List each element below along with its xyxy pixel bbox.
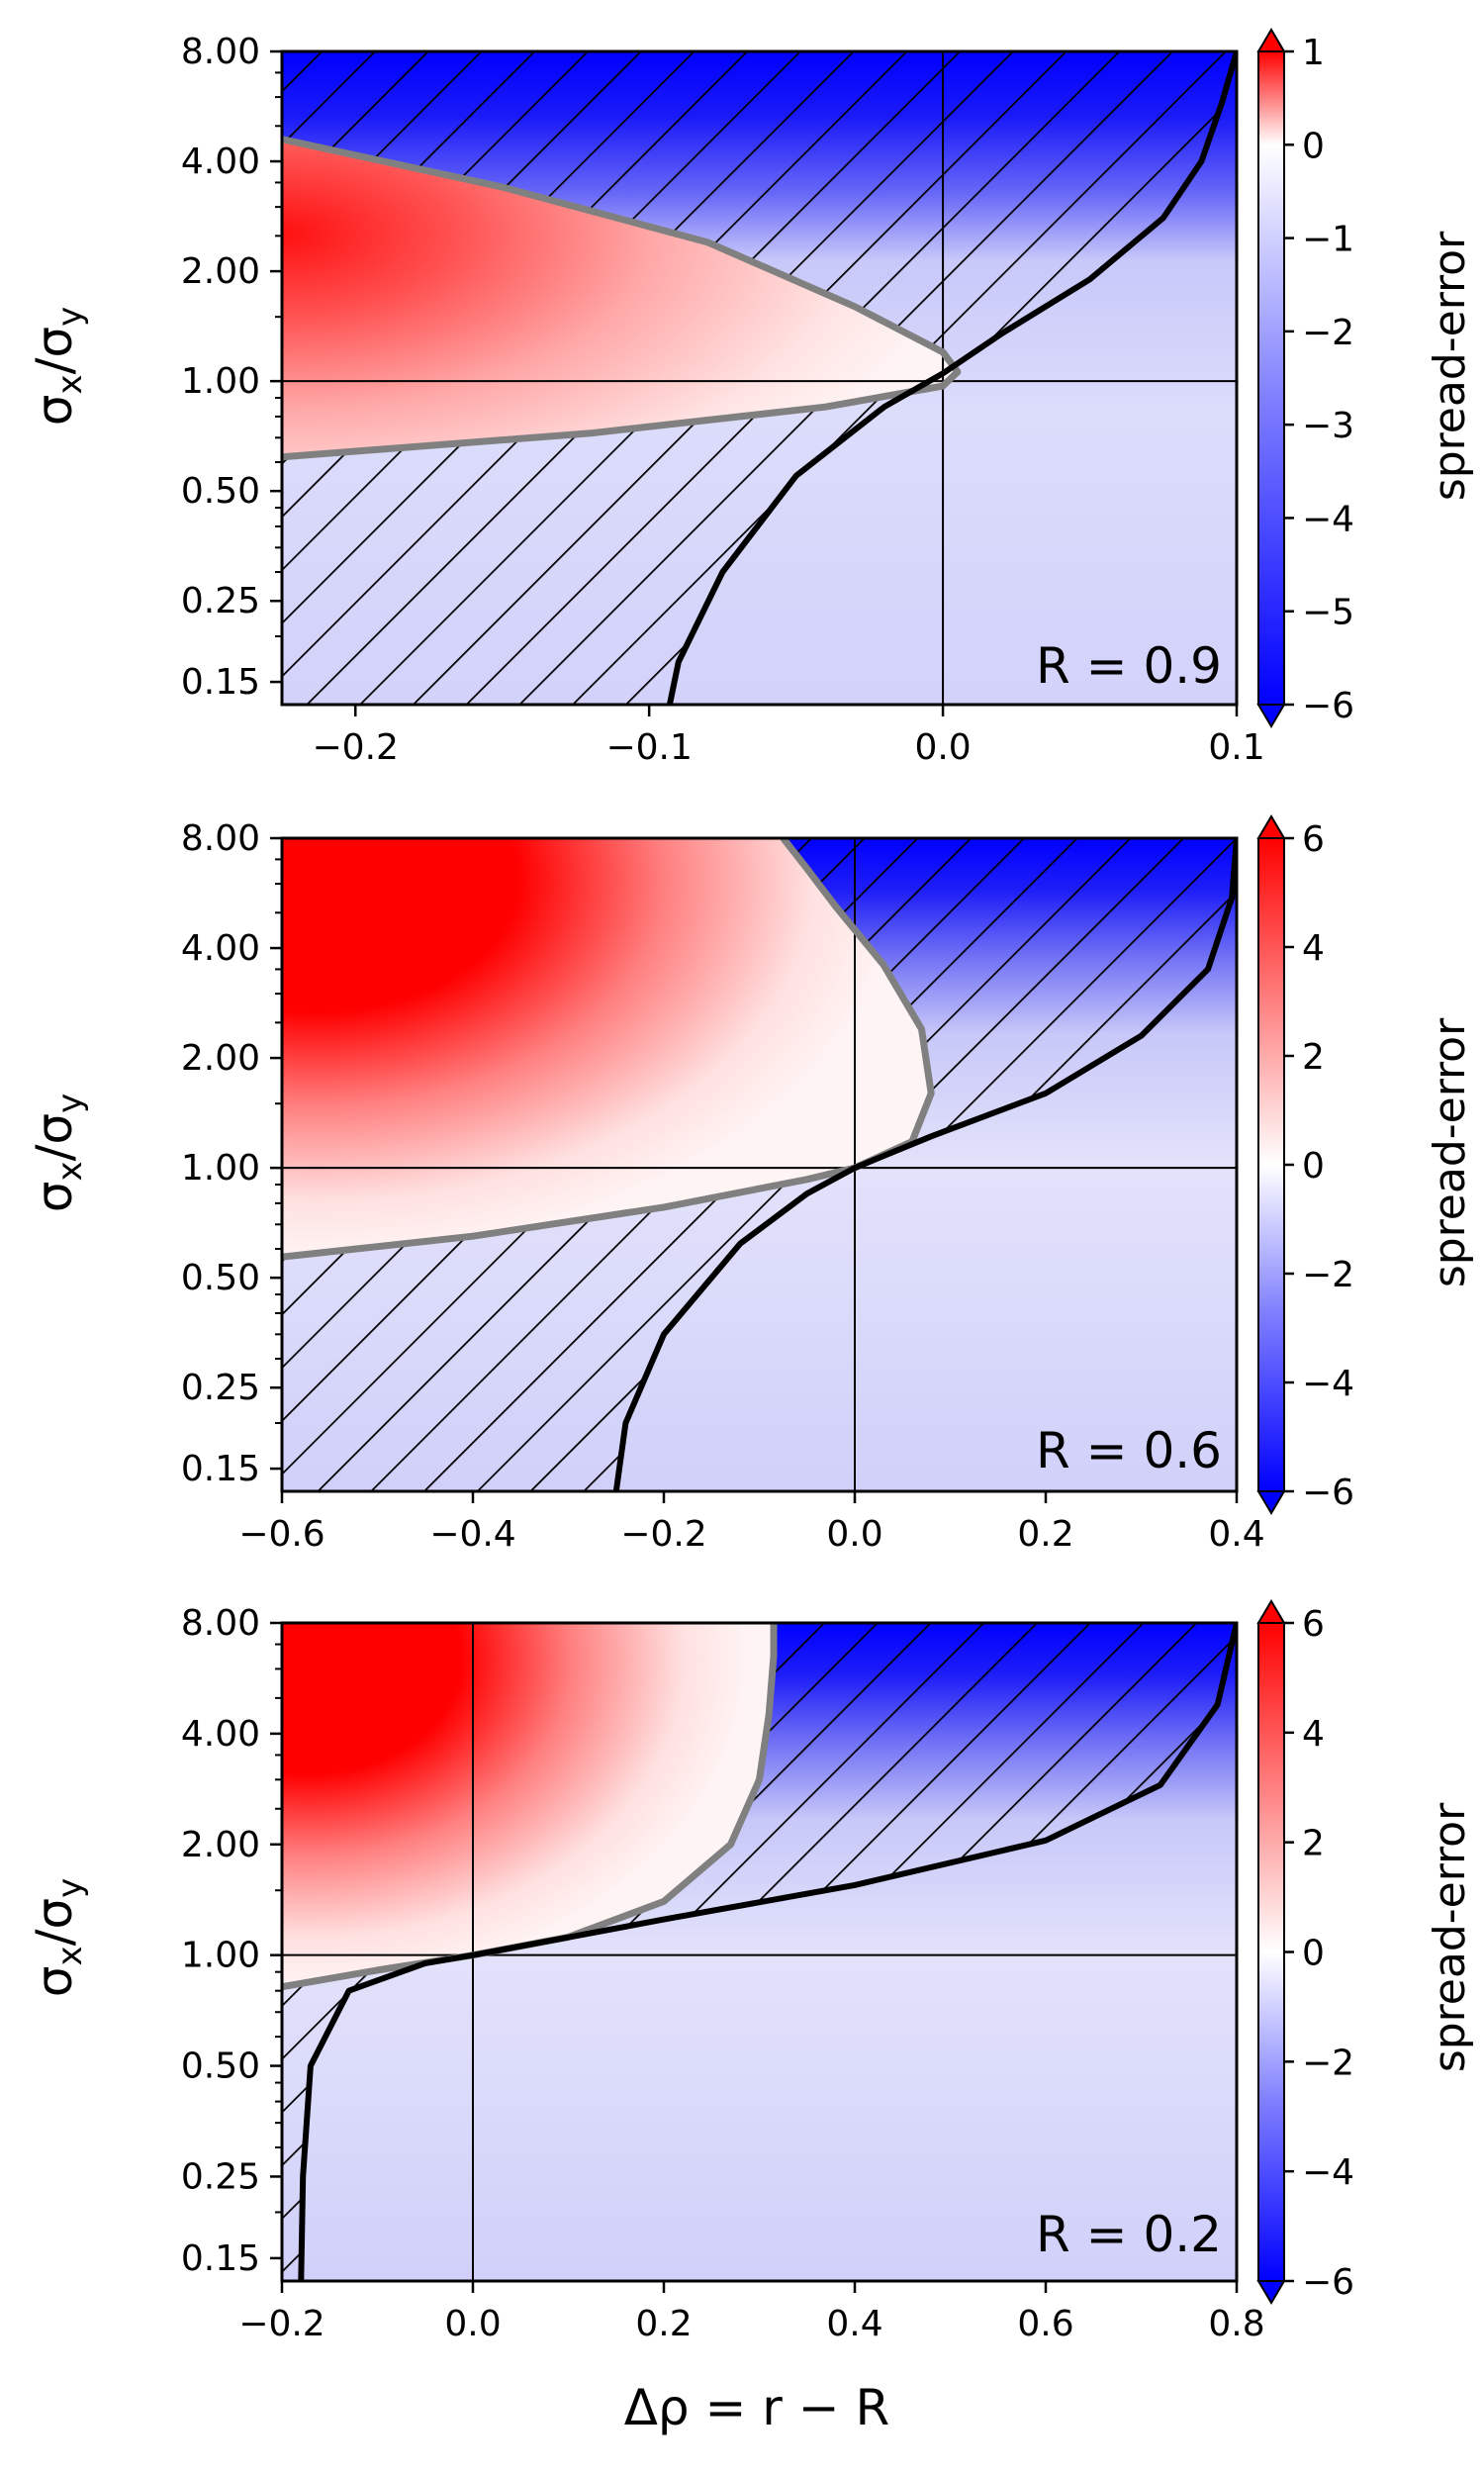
panel-annotation: R = 0.9 — [1036, 637, 1222, 695]
x-tick-label: 0.0 — [914, 727, 971, 768]
colorbar-tick-label: 1 — [1302, 33, 1325, 73]
y-tick-label: 1.00 — [181, 361, 260, 402]
x-tick-label: 0.8 — [1208, 2304, 1264, 2344]
y-tick-label: 0.50 — [181, 2046, 260, 2087]
x-axis-label: Δρ = r − R — [624, 2379, 890, 2436]
x-tick-label: 0.4 — [826, 2304, 882, 2344]
y-tick-label: 2.00 — [181, 1038, 260, 1079]
x-tick-label: 0.2 — [1017, 1514, 1073, 1555]
plot-frame — [280, 1621, 1239, 2283]
y-axis-label: σx/σy — [26, 1878, 90, 1998]
colorbar — [1257, 1622, 1285, 2282]
panel-annotation: R = 0.2 — [1036, 2206, 1222, 2263]
colorbar — [1257, 837, 1285, 1492]
x-tick-label: −0.2 — [620, 1514, 706, 1555]
gray-boundary-curve — [282, 136, 962, 461]
y-tick-label: 0.15 — [181, 662, 260, 703]
hatched-region — [282, 51, 1237, 705]
y-tick-label: 1.00 — [181, 1936, 260, 1976]
y-tick-label: 1.00 — [181, 1148, 260, 1189]
y-tick-label: 0.50 — [181, 471, 260, 512]
y-tick-label: 2.00 — [181, 251, 260, 292]
colorbar-tick-label: −4 — [1302, 1364, 1354, 1404]
x-tick-label: −0.6 — [238, 1514, 325, 1555]
y-axis-label: σx/σy — [26, 1094, 90, 1213]
y-tick-label: 4.00 — [181, 928, 260, 969]
positive-region — [282, 838, 932, 1258]
colorbar-tick-label: 0 — [1302, 1146, 1325, 1187]
x-tick-label: 0.4 — [1208, 1514, 1264, 1555]
y-tick-label: 8.00 — [181, 32, 260, 72]
plot-area — [282, 51, 1237, 705]
colorbar-tick-label: −6 — [1302, 686, 1354, 726]
colorbar-tick-label: −2 — [1302, 1255, 1354, 1295]
x-tick-label: 0.1 — [1208, 727, 1264, 768]
colorbar-label: spread-error — [1425, 1802, 1475, 2072]
black-boundary-curve — [612, 838, 1237, 1491]
colorbar-tick-label: −3 — [1302, 406, 1354, 446]
y-tick-label: 8.00 — [181, 1603, 260, 1644]
x-tick-label: 0.0 — [444, 2304, 501, 2344]
colorbar-tick-label: 2 — [1302, 1824, 1325, 1864]
colorbar-tick-label: −6 — [1302, 2262, 1354, 2303]
colorbar-extend-min — [1256, 704, 1286, 728]
colorbar-tick-label: −4 — [1302, 499, 1354, 539]
y-tick-label: 4.00 — [181, 1714, 260, 1755]
y-tick-label: 2.00 — [181, 1825, 260, 1865]
plot-frame — [280, 836, 1239, 1493]
colorbar-tick-label: 2 — [1302, 1037, 1325, 1078]
plot-area — [282, 838, 1237, 1491]
colorbar-extend-min — [1256, 1490, 1286, 1515]
colorbar-tick-label: −2 — [1302, 2043, 1354, 2083]
colorbar-tick-label: 0 — [1302, 126, 1325, 166]
positive-region — [282, 139, 958, 457]
panel-annotation: R = 0.6 — [1036, 1422, 1222, 1479]
hatched-region — [282, 1623, 1237, 2281]
hatched-region — [282, 838, 1237, 1491]
x-tick-label: −0.2 — [313, 727, 399, 768]
y-tick-label: 0.15 — [181, 1449, 260, 1489]
y-tick-label: 0.25 — [181, 581, 260, 621]
colorbar-tick-label: −5 — [1302, 593, 1354, 633]
x-tick-label: 0.6 — [1017, 2304, 1073, 2344]
plot-frame — [280, 49, 1239, 707]
x-tick-label: 0.2 — [635, 2304, 692, 2344]
y-tick-label: 0.25 — [181, 2156, 260, 2197]
colorbar-tick-label: −6 — [1302, 1473, 1354, 1513]
colorbar-tick-label: −2 — [1302, 313, 1354, 353]
y-axis-label: σx/σy — [26, 307, 90, 427]
y-tick-label: 0.15 — [181, 2238, 260, 2279]
y-tick-label: 8.00 — [181, 818, 260, 859]
plot-area — [282, 1623, 1237, 2281]
colorbar-tick-label: 6 — [1302, 1604, 1325, 1645]
colorbar-tick-label: 4 — [1302, 928, 1325, 969]
colorbar — [1257, 50, 1285, 706]
x-tick-label: −0.2 — [238, 2304, 325, 2344]
colorbar-extend-max — [1256, 28, 1286, 52]
colorbar-tick-label: −4 — [1302, 2152, 1354, 2193]
colorbar-tick-label: 6 — [1302, 819, 1325, 860]
positive-region — [282, 1623, 774, 1987]
gray-boundary-curve — [282, 838, 935, 1261]
colorbar-tick-label: 0 — [1302, 1934, 1325, 1974]
y-tick-label: 0.50 — [181, 1258, 260, 1298]
colorbar-tick-label: −1 — [1302, 220, 1354, 260]
y-tick-label: 0.25 — [181, 1368, 260, 1408]
black-boundary-curve — [666, 51, 1237, 705]
colorbar-label: spread-error — [1425, 1017, 1475, 1287]
colorbar-tick-label: 4 — [1302, 1714, 1325, 1755]
black-boundary-curve — [298, 1623, 1237, 2281]
x-tick-label: −0.4 — [429, 1514, 515, 1555]
colorbar-label: spread-error — [1425, 231, 1475, 501]
colorbar-extend-max — [1256, 1599, 1286, 1624]
colorbar-extend-max — [1256, 814, 1286, 839]
colorbar-extend-min — [1256, 2280, 1286, 2305]
x-tick-label: 0.0 — [826, 1514, 882, 1555]
y-tick-label: 4.00 — [181, 142, 260, 182]
x-tick-label: −0.1 — [605, 727, 692, 768]
